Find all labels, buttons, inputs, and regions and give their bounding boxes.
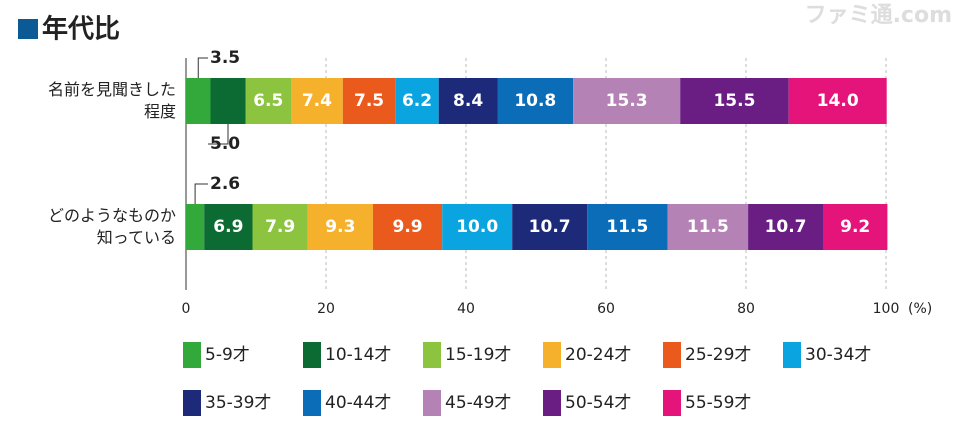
- value-label: 14.0: [817, 91, 859, 111]
- legend-label: 15-19才: [445, 345, 511, 365]
- bar-segment: [680, 78, 789, 124]
- x-tick-label: 40: [457, 301, 475, 317]
- chart-title: 年代比: [42, 14, 120, 45]
- legend-label: 55-59才: [685, 393, 751, 413]
- legend-label: 30-34才: [805, 345, 871, 365]
- bar-segment: [210, 78, 246, 124]
- bar-segment: [252, 204, 308, 250]
- value-label: 9.3: [325, 217, 355, 237]
- bar-segment: [573, 78, 681, 124]
- legend-label: 5-9才: [205, 345, 250, 365]
- legend-swatch: [663, 390, 681, 416]
- bar-segment: [186, 78, 211, 124]
- bar-segment: [245, 78, 291, 124]
- legend-swatch: [423, 390, 441, 416]
- value-label: 11.5: [606, 217, 648, 237]
- leader-line: [208, 124, 229, 145]
- value-label: 7.4: [302, 91, 332, 111]
- legend-swatch: [183, 390, 201, 416]
- bar-segment: [442, 204, 513, 250]
- bar-segment: [342, 78, 396, 124]
- legend-label: 10-14才: [325, 345, 391, 365]
- value-label: 6.5: [253, 91, 283, 111]
- value-label: 10.0: [456, 217, 498, 237]
- legend-label: 20-24才: [565, 345, 631, 365]
- bar-segment: [512, 204, 588, 250]
- x-tick-label: 20: [317, 301, 335, 317]
- legend-swatch: [303, 390, 321, 416]
- x-tick-label: 0: [182, 301, 191, 317]
- value-label: 2.6: [210, 174, 240, 194]
- bar-segment: [307, 204, 373, 250]
- watermark: ファミ通.com: [805, 3, 952, 28]
- value-label: 9.9: [392, 217, 422, 237]
- bar-segment: [748, 204, 823, 250]
- legend-swatch: [303, 342, 321, 368]
- bar-segment: [186, 204, 205, 250]
- value-label: 10.8: [514, 91, 556, 111]
- bar-segment: [438, 78, 498, 124]
- value-label: 10.7: [529, 217, 571, 237]
- legend-label: 40-44才: [325, 393, 391, 413]
- bar-segment: [497, 78, 574, 124]
- x-tick-label: 100: [873, 301, 900, 317]
- bar-segment: [788, 78, 887, 124]
- x-tick-label: 80: [737, 301, 755, 317]
- bar-segment: [667, 204, 749, 250]
- legend-swatch: [783, 342, 801, 368]
- bar-segment: [372, 204, 443, 250]
- bar-segment: [823, 204, 888, 250]
- value-label: 6.2: [402, 91, 432, 111]
- value-label: 11.5: [687, 217, 729, 237]
- x-unit: (%): [908, 301, 932, 317]
- legend-label: 50-54才: [565, 393, 631, 413]
- legend-swatch: [543, 390, 561, 416]
- value-label: 15.3: [606, 91, 648, 111]
- value-label: 7.5: [354, 91, 384, 111]
- value-label: 15.5: [713, 91, 755, 111]
- legend-label: 45-49才: [445, 393, 511, 413]
- legend-label: 25-29才: [685, 345, 751, 365]
- value-label: 6.9: [213, 217, 243, 237]
- legend-swatch: [183, 342, 201, 368]
- bar-segment: [291, 78, 343, 124]
- leader-line: [194, 183, 208, 204]
- value-label: 10.7: [765, 217, 807, 237]
- bar-segment: [204, 204, 253, 250]
- legend-swatch: [663, 342, 681, 368]
- value-label: 3.5: [210, 48, 240, 68]
- value-label: 9.2: [840, 217, 870, 237]
- value-label: 5.0: [210, 134, 240, 154]
- title-marker: [18, 19, 38, 39]
- value-label: 8.4: [453, 91, 483, 111]
- x-tick-label: 60: [597, 301, 615, 317]
- legend-swatch: [423, 342, 441, 368]
- bar-segment: [395, 78, 439, 124]
- value-label: 7.9: [265, 217, 295, 237]
- bar-segment: [587, 204, 668, 250]
- y-tick-label: 名前を見聞きした程度: [48, 80, 176, 121]
- legend-swatch: [543, 342, 561, 368]
- legend-label: 35-39才: [205, 393, 271, 413]
- leader-line: [197, 57, 208, 78]
- y-tick-label: どのようなものか知っている: [48, 206, 176, 247]
